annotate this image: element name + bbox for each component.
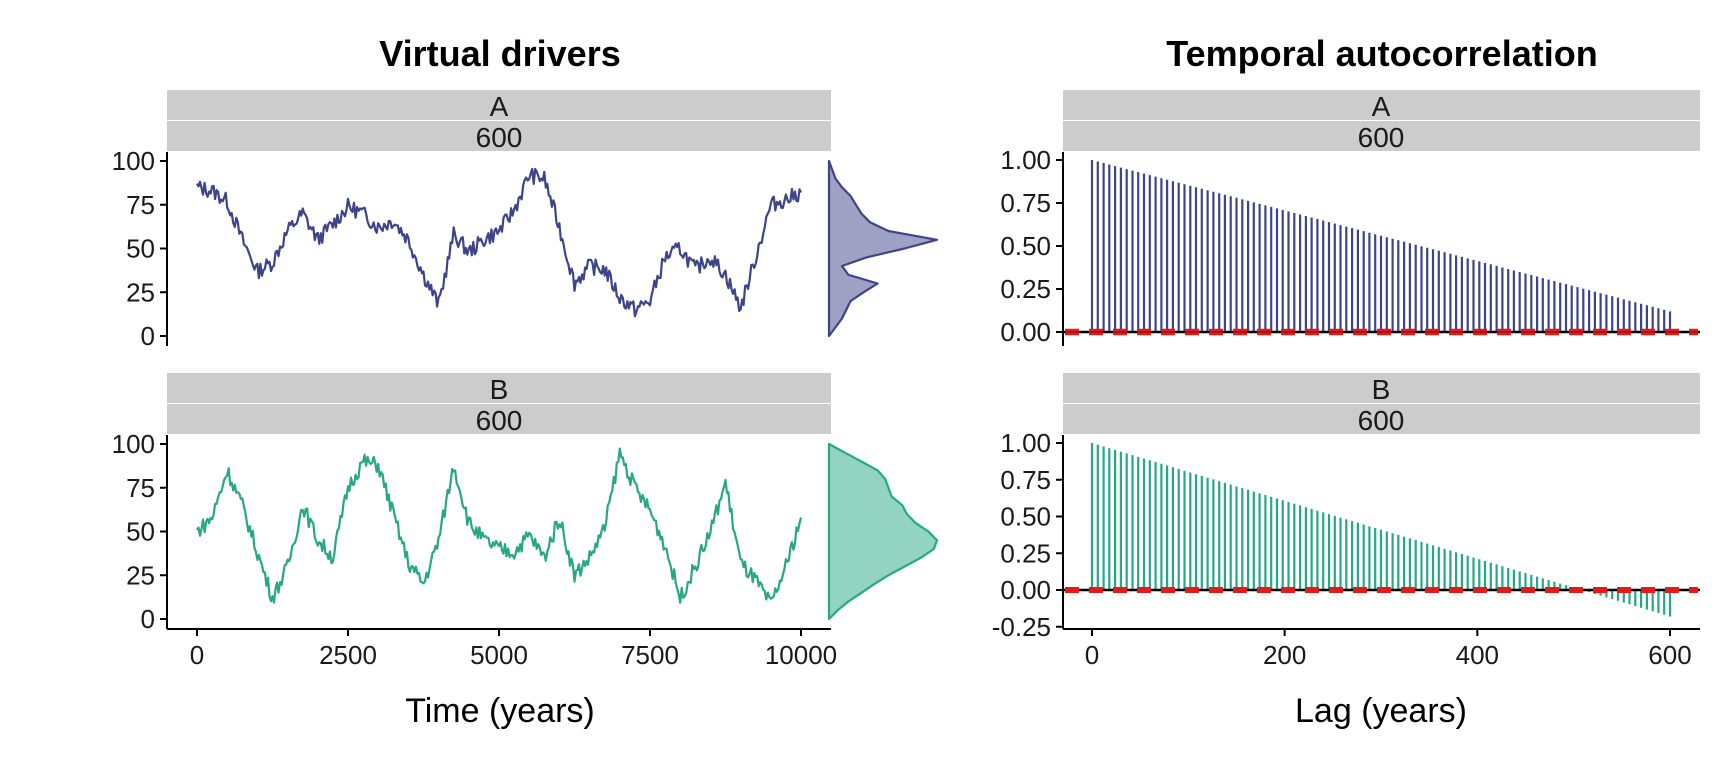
driver-a-y-tick-label: 25: [126, 277, 155, 307]
acf-b-y-tick-label: -0.25: [992, 612, 1051, 642]
acf-b-x-tick-label: 400: [1456, 640, 1499, 670]
driver-a-y-tick-label: 100: [112, 146, 155, 176]
acf-b-x-tick-label: 200: [1263, 640, 1306, 670]
acf-b-y-tick-label: 0.75: [1000, 465, 1051, 495]
left-column-title: Virtual drivers: [379, 33, 620, 74]
acf-b-y-tick-label: 0.00: [1000, 575, 1051, 605]
driver-a-y-tick-label: 75: [126, 190, 155, 220]
x-axis-title-time: Time (years): [405, 692, 595, 730]
driver-b-y-tick-label: 0: [141, 604, 155, 634]
driver-b-y-tick-label: 50: [126, 517, 155, 547]
driver-b-y-tick-label: 75: [126, 473, 155, 503]
driver-b-x-tick-label: 10000: [765, 640, 837, 670]
driver-b-x-tick-label: 0: [190, 640, 204, 670]
strip-label-driver-b-right: B: [1372, 374, 1391, 405]
driver-b-x-tick-label: 2500: [319, 640, 377, 670]
strip-n-a-left: [167, 121, 831, 151]
strip-driver-a-right: [1063, 90, 1700, 120]
acf-b-x-tick-label: 600: [1648, 640, 1691, 670]
acf-b-panel: -0.25 0.00 0.25 0.50 0.75 1.00 0 200 400 600: [992, 428, 1700, 670]
right-column-title: Temporal autocorrelation: [1166, 33, 1597, 74]
strip-driver-b-right: [1063, 373, 1700, 403]
acf-a-y-tick-label: 0.50: [1000, 231, 1051, 261]
strip-label-driver-b-left: B: [490, 374, 509, 405]
x-axis-title-lag: Lag (years): [1295, 692, 1467, 730]
acf-b-y-tick-label: 1.00: [1000, 428, 1051, 458]
driver-b-x-tick-label: 5000: [470, 640, 528, 670]
driver-a-density-area: [827, 159, 939, 338]
driver-b-panel: 0 25 50 75 100 0 2500 5000 7500 10000: [112, 429, 939, 670]
driver-a-series-line: [196, 167, 802, 318]
strip-driver-b-left: [167, 373, 831, 403]
strip-n-b-left: [167, 404, 831, 434]
acf-a-y-tick-label: 0.00: [1000, 317, 1051, 347]
strip-label-n-b-right: 600: [1358, 405, 1405, 436]
acf-b-y-tick-label: 0.50: [1000, 502, 1051, 532]
acf-a-y-tick-label: 1.00: [1000, 145, 1051, 175]
strip-label-driver-a-left: A: [490, 91, 509, 122]
strip-driver-a-left: [167, 90, 831, 120]
acf-a-panel: 0.00 0.25 0.50 0.75 1.00: [1000, 145, 1700, 347]
driver-b-y-tick-label: 25: [126, 560, 155, 590]
driver-a-panel: 0 25 50 75 100: [112, 146, 939, 351]
strip-label-n-a-right: 600: [1358, 122, 1405, 153]
acf-a-y-tick-label: 0.75: [1000, 188, 1051, 218]
strip-label-n-a-left: 600: [476, 122, 523, 153]
driver-b-x-tick-label: 7500: [621, 640, 679, 670]
strip-label-driver-a-right: A: [1372, 91, 1391, 122]
driver-b-series-line: [196, 447, 803, 604]
strip-label-n-b-left: 600: [476, 405, 523, 436]
strip-n-a-right: [1063, 121, 1700, 151]
driver-a-y-tick-label: 50: [126, 234, 155, 264]
driver-b-density-area: [827, 442, 939, 621]
acf-b-x-tick-label: 0: [1085, 640, 1099, 670]
driver-b-y-tick-label: 100: [112, 429, 155, 459]
acf-b-y-tick-label: 0.25: [1000, 538, 1051, 568]
strip-n-b-right: [1063, 404, 1700, 434]
driver-a-y-tick-label: 0: [141, 321, 155, 351]
acf-a-y-tick-label: 0.25: [1000, 274, 1051, 304]
